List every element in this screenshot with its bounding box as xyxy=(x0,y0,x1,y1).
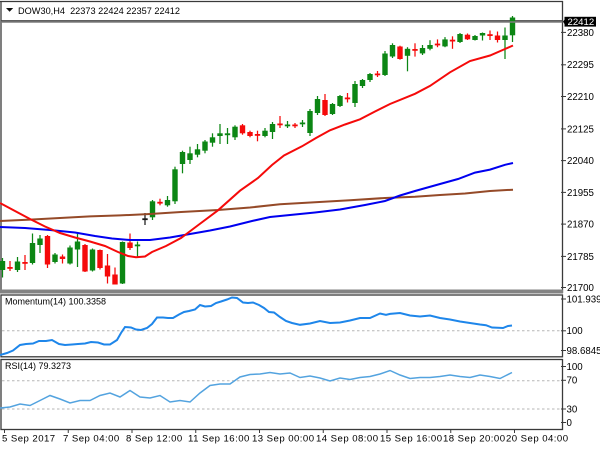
svg-text:11 Sep 16:00: 11 Sep 16:00 xyxy=(188,434,250,445)
svg-text:100: 100 xyxy=(567,326,584,337)
svg-text:22295: 22295 xyxy=(567,60,594,71)
svg-text:98.6845: 98.6845 xyxy=(567,346,600,357)
svg-text:100: 100 xyxy=(567,362,584,373)
svg-text:21955: 21955 xyxy=(567,188,594,199)
svg-text:18 Sep 20:00: 18 Sep 20:00 xyxy=(443,434,505,445)
svg-text:13 Sep 00:00: 13 Sep 00:00 xyxy=(252,434,314,445)
svg-text:Momentum(14) 100.3358: Momentum(14) 100.3358 xyxy=(5,297,106,307)
svg-text:101.9393: 101.9393 xyxy=(567,294,600,305)
svg-text:21785: 21785 xyxy=(567,252,594,263)
svg-text:5 Sep 2017: 5 Sep 2017 xyxy=(2,434,56,445)
svg-text:70: 70 xyxy=(567,376,578,387)
svg-text:22412: 22412 xyxy=(568,17,595,28)
svg-text:15 Sep 16:00: 15 Sep 16:00 xyxy=(380,434,442,445)
svg-text:RSI(14) 79.3273: RSI(14) 79.3273 xyxy=(5,361,71,371)
svg-text:0: 0 xyxy=(567,418,573,429)
svg-text:21870: 21870 xyxy=(567,220,595,231)
svg-text:20 Sep 04:00: 20 Sep 04:00 xyxy=(506,434,568,445)
svg-text:21700: 21700 xyxy=(567,283,595,294)
svg-text:22380: 22380 xyxy=(567,28,595,39)
svg-text:8 Sep 12:00: 8 Sep 12:00 xyxy=(126,434,183,445)
svg-text:22210: 22210 xyxy=(567,92,595,103)
svg-text:14 Sep 08:00: 14 Sep 08:00 xyxy=(316,434,378,445)
svg-text:DOW30,H4 22373 22424 22357 22: DOW30,H4 22373 22424 22357 22412 xyxy=(18,6,180,16)
svg-text:22125: 22125 xyxy=(567,124,594,135)
svg-text:30: 30 xyxy=(567,404,578,415)
svg-text:7 Sep 04:00: 7 Sep 04:00 xyxy=(63,434,120,445)
svg-text:22040: 22040 xyxy=(567,156,595,167)
